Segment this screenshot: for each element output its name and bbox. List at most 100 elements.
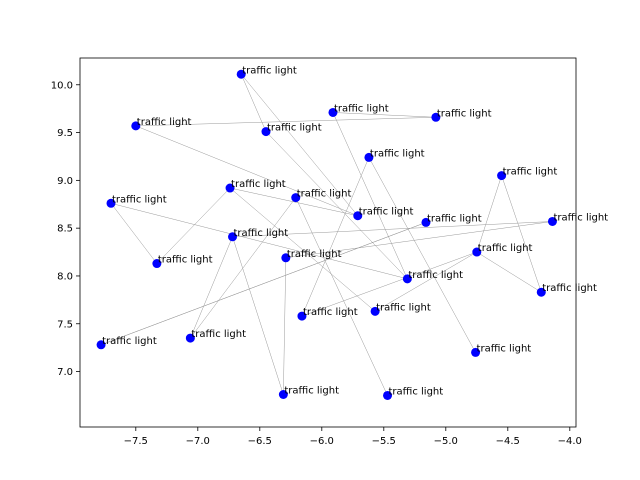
data-point xyxy=(96,340,106,350)
data-point xyxy=(364,152,374,162)
y-tick-label: 7.0 xyxy=(57,367,73,378)
plot-area xyxy=(79,57,577,428)
point-label: traffic light xyxy=(112,194,167,205)
x-tick-label: −5.5 xyxy=(372,436,396,447)
point-label: traffic light xyxy=(242,65,297,76)
point-label: traffic light xyxy=(334,103,389,114)
edge-line xyxy=(476,175,502,253)
data-point xyxy=(421,217,431,227)
data-point xyxy=(278,389,288,399)
point-label: traffic light xyxy=(437,108,492,119)
edge-line xyxy=(501,175,542,293)
y-tick-label: 8.0 xyxy=(57,271,73,282)
data-point xyxy=(497,171,507,181)
edge-line xyxy=(190,197,296,339)
data-point xyxy=(547,216,557,226)
edge-line xyxy=(110,203,408,280)
y-tick-label: 7.5 xyxy=(57,319,73,330)
point-label: traffic light xyxy=(297,189,352,200)
data-point xyxy=(291,193,301,203)
y-axis: 7.0 7.5 8.0 8.5 9.0 9.5 10.0 xyxy=(51,80,80,378)
y-tick-label: 9.0 xyxy=(57,176,73,187)
edge-line xyxy=(295,197,388,396)
x-tick-label: −7.0 xyxy=(186,436,210,447)
data-point xyxy=(131,121,141,131)
point-label: traffic light xyxy=(553,212,608,223)
x-axis: −7.5 −7.0 −6.5 −6.0 −5.5 −5.0 −4.5 −4.0 xyxy=(124,427,582,447)
point-label: traffic light xyxy=(359,207,414,218)
edge-line xyxy=(190,236,233,339)
edges-layer xyxy=(100,74,553,396)
y-tick-label: 9.5 xyxy=(57,128,73,139)
data-point xyxy=(353,211,363,221)
data-point xyxy=(152,259,162,269)
x-tick-label: −6.0 xyxy=(310,436,334,447)
data-point xyxy=(281,253,291,263)
edge-line xyxy=(135,117,436,127)
x-tick-label: −5.0 xyxy=(434,436,458,447)
point-label: traffic light xyxy=(427,213,482,224)
edge-line xyxy=(229,187,358,216)
edge-line xyxy=(100,222,427,346)
data-point xyxy=(471,347,481,357)
data-point xyxy=(370,306,380,316)
edge-line xyxy=(135,125,358,216)
point-label: traffic light xyxy=(370,148,425,159)
point-label: traffic light xyxy=(376,302,431,313)
point-label: traffic light xyxy=(408,270,463,281)
edge-line xyxy=(283,257,287,395)
data-point xyxy=(383,390,393,400)
point-label: traffic light xyxy=(477,343,532,354)
data-point xyxy=(297,311,307,321)
x-tick-label: −4.5 xyxy=(496,436,520,447)
edge-line xyxy=(332,112,408,279)
point-label: traffic light xyxy=(267,123,322,134)
data-point xyxy=(328,107,338,117)
edge-line xyxy=(374,251,477,312)
edge-line xyxy=(229,187,376,312)
data-point xyxy=(185,333,195,343)
point-label: traffic light xyxy=(542,283,597,294)
point-label: traffic light xyxy=(158,255,213,266)
data-point xyxy=(431,112,441,122)
data-point xyxy=(261,127,271,137)
edge-line xyxy=(301,157,370,317)
data-point xyxy=(472,247,482,257)
x-tick-label: −7.5 xyxy=(124,436,148,447)
edge-line xyxy=(241,74,358,216)
data-point xyxy=(236,69,246,79)
edge-line xyxy=(265,131,408,279)
edge-line xyxy=(476,251,542,293)
point-label: traffic light xyxy=(287,249,342,260)
edge-line xyxy=(332,112,436,118)
point-labels-layer: traffic light traffic light traffic light t… xyxy=(102,65,608,397)
point-label: traffic light xyxy=(478,243,533,254)
edge-line xyxy=(110,203,158,264)
edge-line xyxy=(232,236,284,395)
point-label: traffic light xyxy=(303,307,358,318)
x-tick-label: −4.0 xyxy=(558,436,582,447)
edge-line xyxy=(301,251,477,317)
data-point xyxy=(228,232,238,242)
point-label: traffic light xyxy=(191,329,246,340)
edge-line xyxy=(368,157,476,353)
edge-line xyxy=(232,221,553,238)
y-tick-label: 8.5 xyxy=(57,224,73,235)
point-label: traffic light xyxy=(231,179,286,190)
point-label: traffic light xyxy=(234,228,289,239)
y-tick-label: 10.0 xyxy=(51,80,73,91)
data-point xyxy=(402,274,412,284)
x-tick-label: −6.5 xyxy=(248,436,272,447)
points-layer xyxy=(96,69,557,400)
point-label: traffic light xyxy=(137,117,192,128)
data-point xyxy=(225,183,235,193)
point-label: traffic light xyxy=(284,385,339,396)
point-label: traffic light xyxy=(102,336,157,347)
point-label: traffic light xyxy=(503,167,558,178)
edge-line xyxy=(285,221,553,259)
data-point xyxy=(106,198,116,208)
edge-line xyxy=(156,187,231,264)
data-point xyxy=(536,287,546,297)
point-label: traffic light xyxy=(389,386,444,397)
